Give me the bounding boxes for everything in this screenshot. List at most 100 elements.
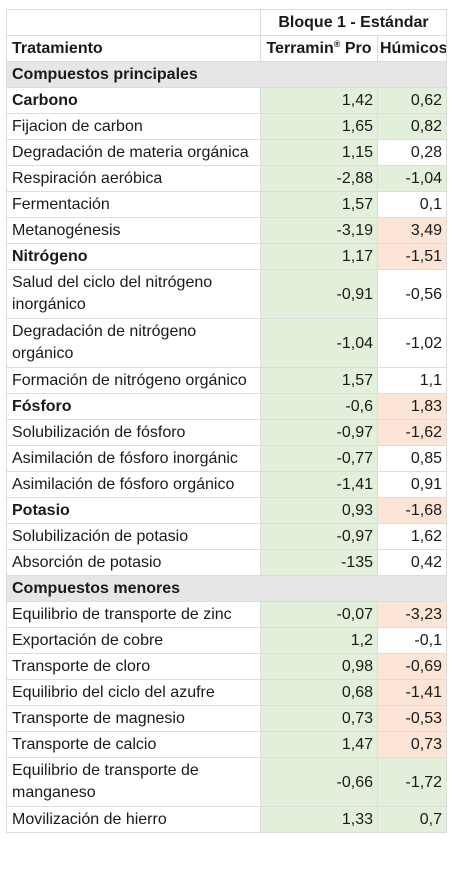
header-row-block: Bloque 1 - Estándar [6,9,447,36]
row-label: Transporte de calcio [6,731,261,758]
table-row: Transporte de magnesio 0,73 -0,53 [6,705,447,732]
humicos-value: -1,04 [377,165,447,192]
terramin-pro-value: 1,47 [260,731,378,758]
row-label: Degradación de materia orgánica [6,139,261,166]
terramin-pro-value: -1,04 [260,318,378,368]
row-label: Exportación de cobre [6,627,261,654]
row-label: Nitrógeno [6,243,261,270]
row-label: Salud del ciclo del nitrógeno inorgánico [6,269,261,319]
terramin-pro-value: -135 [260,549,378,576]
table-row: Salud del ciclo del nitrógeno inorgánico… [6,269,447,319]
terramin-pro-value: 1,57 [260,367,378,394]
table-row: Fijacion de carbon 1,65 0,82 [6,113,447,140]
section-row: Compuestos menores [6,575,447,602]
row-label: Solubilización de fósforo [6,419,261,446]
table-row: Asimilación de fósforo orgánico -1,41 0,91 [6,471,447,498]
row-label: Transporte de cloro [6,653,261,680]
humicos-value: 0,1 [377,191,447,218]
row-label: Equilibrio de transporte de manganeso [6,757,261,807]
table-row: Degradación de nitrógeno orgánico -1,04 -1… [6,318,447,368]
terramin-pro-value: 1,33 [260,806,378,833]
humicos-value: -0,1 [377,627,447,654]
humicos-value: -0,53 [377,705,447,732]
group-row: Nitrógeno 1,17 -1,51 [6,243,447,270]
row-label: Fermentación [6,191,261,218]
row-label: Formación de nitrógeno orgánico [6,367,261,394]
humicos-header: Húmicos [377,35,447,62]
humicos-value: -1,72 [377,757,447,807]
table-row: Respiración aeróbica -2,88 -1,04 [6,165,447,192]
row-label: Potasio [6,497,261,524]
row-label: Absorción de potasio [6,549,261,576]
humicos-value: -1,51 [377,243,447,270]
humicos-value: 0,85 [377,445,447,472]
humicos-value: 0,91 [377,471,447,498]
row-label: Movilización de hierro [6,806,261,833]
terramin-pro-value: -3,19 [260,217,378,244]
block-title: Bloque 1 - Estándar [260,9,447,36]
terramin-suffix: Pro [340,40,372,57]
group-row: Carbono 1,42 0,62 [6,87,447,114]
table-row: Equilibrio de transporte de zinc -0,07 -3,… [6,601,447,628]
terramin-pro-value: 1,65 [260,113,378,140]
terramin-pro-value: 0,73 [260,705,378,732]
terramin-pro-value: 0,68 [260,679,378,706]
table-row: Solubilización de potasio -0,97 1,62 [6,523,447,550]
terramin-pro-value: -1,41 [260,471,378,498]
terramin-pro-value: -0,6 [260,393,378,420]
row-label: Degradación de nitrógeno orgánico [6,318,261,368]
humicos-value: 0,42 [377,549,447,576]
table-row: Solubilización de fósforo -0,97 -1,62 [6,419,447,446]
terramin-pro-value: 1,17 [260,243,378,270]
humicos-value: -1,41 [377,679,447,706]
humicos-value: 1,1 [377,367,447,394]
table-row: Transporte de calcio 1,47 0,73 [6,731,447,758]
humicos-value: 0,82 [377,113,447,140]
results-table: Bloque 1 - Estándar Tratamiento Terramin… [6,9,447,833]
terramin-pro-header: Terramin® Pro [260,35,378,62]
row-label: Asimilación de fósforo inorgánic [6,445,261,472]
humicos-value: 0,62 [377,87,447,114]
row-label: Solubilización de potasio [6,523,261,550]
row-label: Respiración aeróbica [6,165,261,192]
terramin-pro-value: -0,77 [260,445,378,472]
header-row-columns: Tratamiento Terramin® Pro Húmicos [6,35,447,62]
treatment-header: Tratamiento [6,35,261,62]
table-row: Fermentación 1,57 0,1 [6,191,447,218]
table-row: Transporte de cloro 0,98 -0,69 [6,653,447,680]
header-empty-cell [6,9,261,36]
group-row: Potasio 0,93 -1,68 [6,497,447,524]
humicos-value: 3,49 [377,217,447,244]
terramin-pro-value: -0,97 [260,523,378,550]
row-label: Metanogénesis [6,217,261,244]
table-row: Equilibrio de transporte de manganeso -0,… [6,757,447,807]
section-row: Compuestos principales [6,61,447,88]
row-label: Fijacion de carbon [6,113,261,140]
table-body: Compuestos principales Carbono 1,42 0,62 Fij… [6,61,447,833]
table-row: Degradación de materia orgánica 1,15 0,28 [6,139,447,166]
group-row: Fósforo -0,6 1,83 [6,393,447,420]
humicos-value: -1,68 [377,497,447,524]
humicos-value: 0,28 [377,139,447,166]
row-label: Transporte de magnesio [6,705,261,732]
row-label: Asimilación de fósforo orgánico [6,471,261,498]
humicos-value: -3,23 [377,601,447,628]
table-row: Exportación de cobre 1,2 -0,1 [6,627,447,654]
table-row: Absorción de potasio -135 0,42 [6,549,447,576]
terramin-pro-value: 1,42 [260,87,378,114]
terramin-pro-value: 0,98 [260,653,378,680]
humicos-value: 1,62 [377,523,447,550]
terramin-pro-value: -0,07 [260,601,378,628]
humicos-value: -0,56 [377,269,447,319]
terramin-name: Terramin [266,40,334,57]
table-row: Metanogénesis -3,19 3,49 [6,217,447,244]
humicos-value: 0,73 [377,731,447,758]
humicos-value: -0,69 [377,653,447,680]
section-title: Compuestos principales [6,61,447,88]
terramin-pro-value: -0,91 [260,269,378,319]
terramin-pro-value: -0,97 [260,419,378,446]
humicos-value: 0,7 [377,806,447,833]
terramin-pro-value: 1,2 [260,627,378,654]
table-row: Equilibrio del ciclo del azufre 0,68 -1,41 [6,679,447,706]
